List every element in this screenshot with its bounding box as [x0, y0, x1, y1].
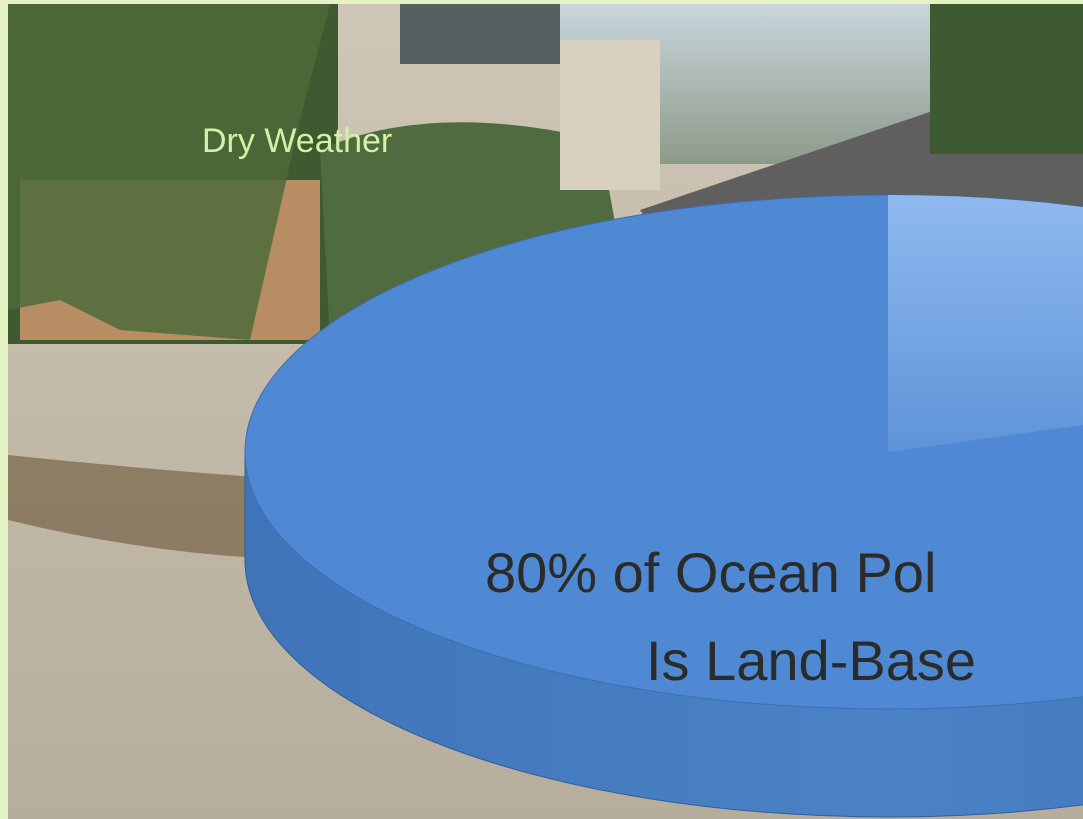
headline-line: Is Land-Base — [646, 629, 976, 692]
headline-line: 80% of Ocean Pol — [485, 541, 936, 604]
pie-3d — [244, 194, 1083, 818]
caption: Dry Weather — [202, 122, 392, 160]
